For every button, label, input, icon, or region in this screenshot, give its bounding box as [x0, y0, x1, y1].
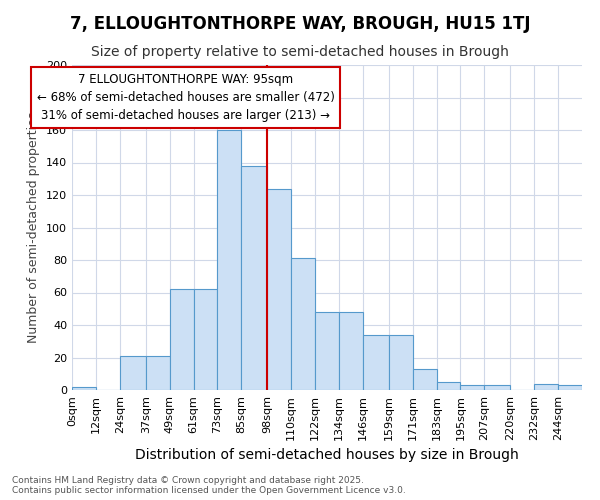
Bar [72, 387, 96, 390]
Bar [170, 289, 194, 390]
Bar [339, 312, 363, 390]
Text: 7 ELLOUGHTONTHORPE WAY: 95sqm
← 68% of semi-detached houses are smaller (472)
31: 7 ELLOUGHTONTHORPE WAY: 95sqm ← 68% of s… [37, 73, 334, 122]
Bar [267, 188, 291, 390]
Bar [437, 382, 460, 390]
Bar [484, 385, 510, 390]
Bar [363, 335, 389, 390]
Y-axis label: Number of semi-detached properties: Number of semi-detached properties [28, 112, 40, 343]
Text: Size of property relative to semi-detached houses in Brough: Size of property relative to semi-detach… [91, 45, 509, 59]
Bar [534, 384, 558, 390]
Bar [558, 385, 582, 390]
Bar [241, 166, 267, 390]
Bar [217, 130, 241, 390]
Text: 7, ELLOUGHTONTHORPE WAY, BROUGH, HU15 1TJ: 7, ELLOUGHTONTHORPE WAY, BROUGH, HU15 1T… [70, 15, 530, 33]
Bar [460, 385, 484, 390]
Bar [413, 369, 437, 390]
Bar [315, 312, 339, 390]
Bar [194, 289, 217, 390]
Bar [120, 356, 146, 390]
Bar [291, 258, 315, 390]
Bar [389, 335, 413, 390]
Text: Contains HM Land Registry data © Crown copyright and database right 2025.
Contai: Contains HM Land Registry data © Crown c… [12, 476, 406, 495]
Bar [146, 356, 170, 390]
X-axis label: Distribution of semi-detached houses by size in Brough: Distribution of semi-detached houses by … [135, 448, 519, 462]
